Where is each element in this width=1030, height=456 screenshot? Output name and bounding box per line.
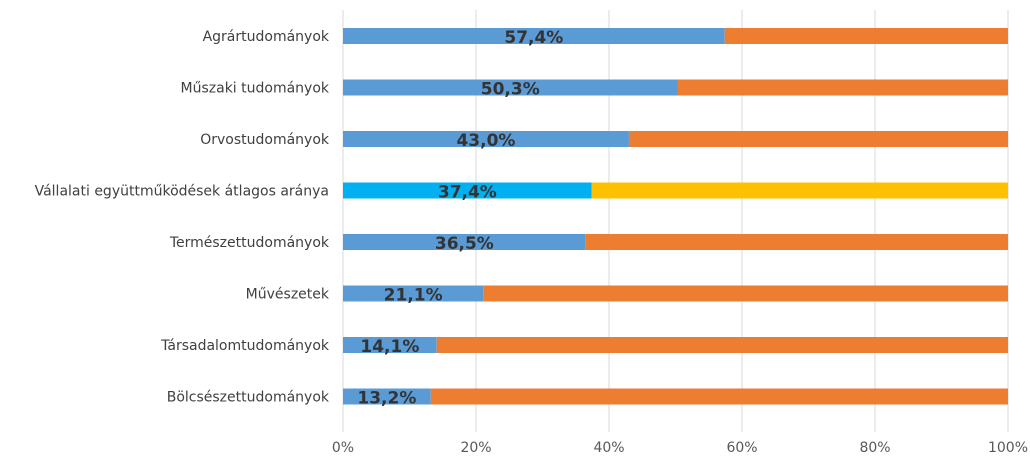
bars xyxy=(343,28,1008,405)
bar-segment xyxy=(436,337,1008,353)
bar-segment xyxy=(343,388,431,405)
x-tick-label: 80% xyxy=(859,440,890,456)
data-label: 14,1% xyxy=(360,337,419,357)
data-label: 37,4% xyxy=(438,183,497,203)
bar-segment xyxy=(724,28,1008,44)
x-tick-label: 40% xyxy=(593,440,624,456)
gridlines xyxy=(342,10,1009,432)
bar-segment xyxy=(677,79,1008,96)
bar-segment xyxy=(628,131,1008,147)
x-tick-label: 100% xyxy=(988,440,1028,456)
bar-segment xyxy=(591,182,1008,199)
category-label: Bölcsészettudományok xyxy=(167,390,330,406)
data-label: 36,5% xyxy=(435,234,494,254)
category-label: Természettudományok xyxy=(169,235,330,251)
category-label: Vállalati együttműködések átlagos aránya xyxy=(35,184,329,200)
data-labels: 57,4% 50,3% 43,0% 37,4% 36,5% 21,1% 14,1% 13,2% xyxy=(357,28,563,409)
bar-segment xyxy=(430,388,1008,405)
data-label: 57,4% xyxy=(504,28,563,48)
category-labels: Agrártudományok Műszaki tudományok Orvostu… xyxy=(35,29,330,406)
bar-segment xyxy=(343,28,725,44)
data-label: 13,2% xyxy=(357,389,416,409)
bar-segment xyxy=(343,285,484,302)
bar-segment xyxy=(483,285,1008,302)
bar-segment xyxy=(343,337,437,353)
bar-segment xyxy=(585,234,1008,250)
data-label: 50,3% xyxy=(481,80,540,100)
x-tick-label: 60% xyxy=(726,440,757,456)
x-tick-label: 20% xyxy=(460,440,491,456)
x-axis-tick-labels: 0% 20% 40% 60% 80% 100% xyxy=(332,440,1028,456)
category-label: Műszaki tudományok xyxy=(181,81,330,97)
bar-segment xyxy=(343,182,592,199)
bar-segment xyxy=(343,131,629,147)
x-tick-label: 0% xyxy=(332,440,354,456)
data-label: 43,0% xyxy=(456,131,515,151)
bar-segment xyxy=(343,234,586,250)
category-label: Társadalomtudományok xyxy=(160,338,330,354)
category-label: Művészetek xyxy=(246,287,330,303)
category-label: Orvostudományok xyxy=(200,132,330,148)
category-label: Agrártudományok xyxy=(203,29,330,45)
data-label: 21,1% xyxy=(384,286,443,306)
bar-segment xyxy=(343,79,678,96)
